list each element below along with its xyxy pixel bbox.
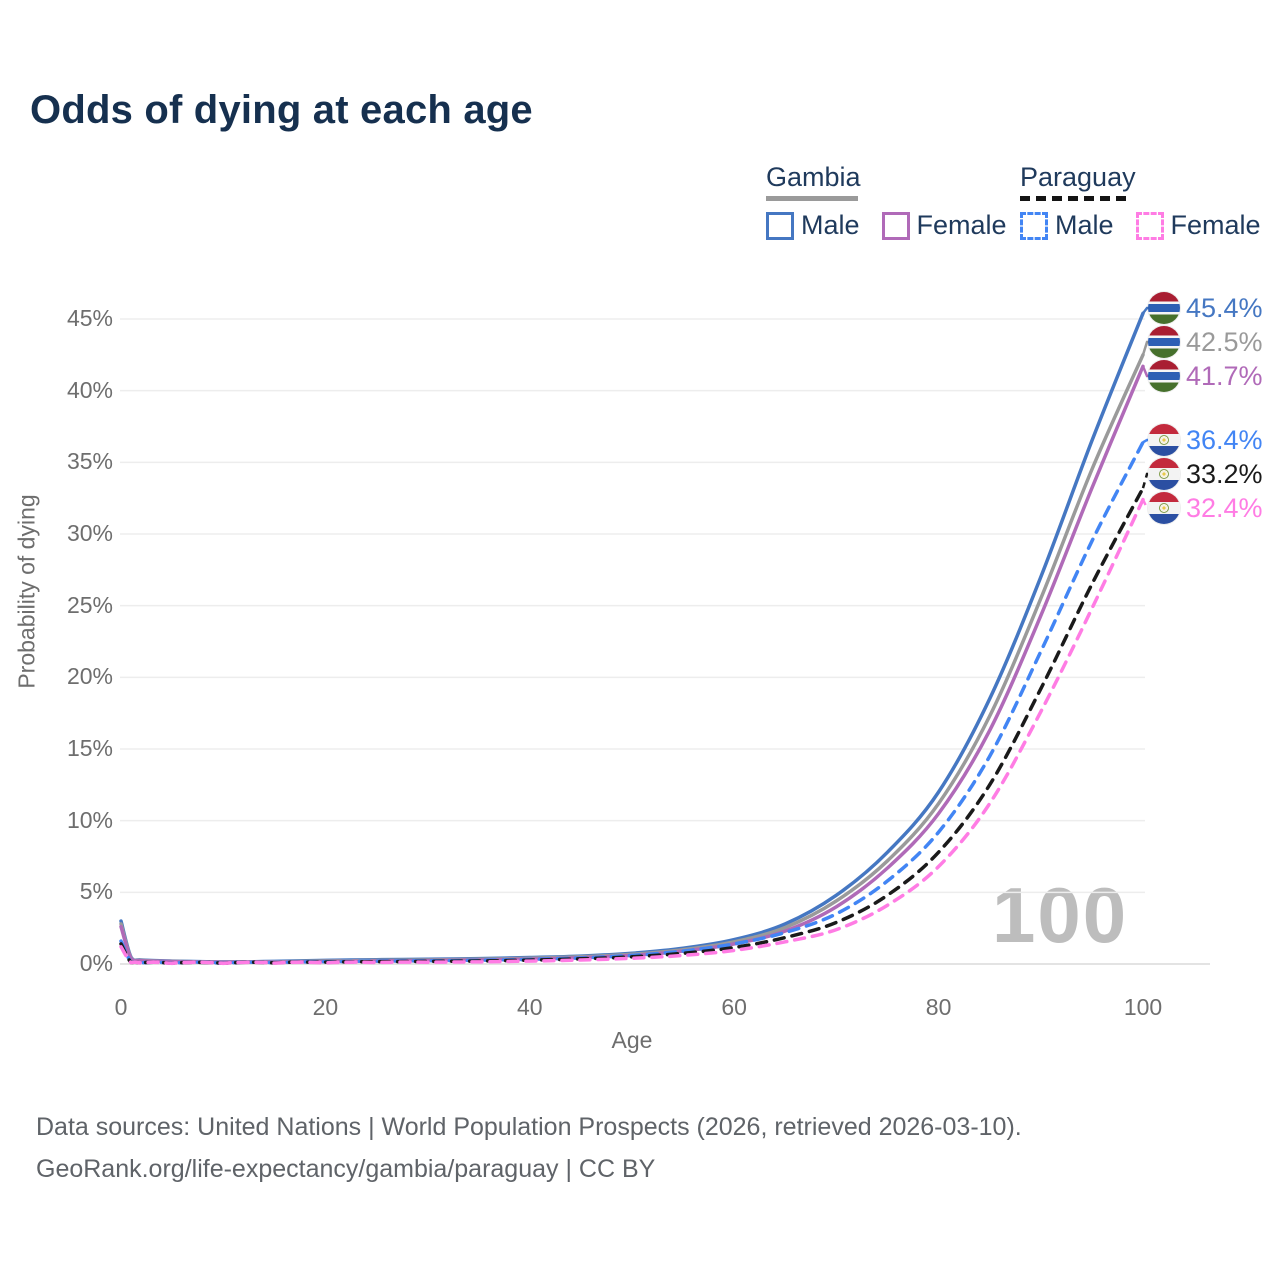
end-label-paraguay-female: 32.4%	[1148, 491, 1263, 525]
gambia-female-swatch-icon	[881, 211, 910, 240]
paraguay-flag-icon	[1148, 458, 1180, 490]
end-label-connector	[1141, 472, 1152, 489]
x-tick-label: 100	[1123, 994, 1163, 1020]
x-tick-label: 40	[517, 994, 543, 1020]
paraguay-flag-icon	[1148, 492, 1180, 524]
series-line-gambia-female	[119, 364, 1145, 965]
paraguay-flag-icon	[1148, 424, 1180, 456]
paraguay-male-swatch-icon	[1020, 211, 1048, 240]
y-tick-label: 45%	[66, 305, 113, 331]
end-label-value: 45.4%	[1186, 292, 1263, 323]
gambia-flag-icon	[1148, 326, 1180, 358]
age-watermark: 100	[992, 871, 1129, 959]
legend-group-gambia: Gambia Male Female	[766, 162, 1029, 241]
end-label-value: 32.4%	[1186, 492, 1263, 523]
attribution-text: GeoRank.org/life-expectancy/gambia/parag…	[36, 1155, 656, 1183]
data-sources-text: Data sources: United Nations | World Pop…	[36, 1113, 1022, 1141]
legend-item-paraguay-female: Female	[1135, 210, 1261, 241]
y-tick-label: 25%	[66, 591, 113, 618]
page-title: Odds of dying at each age	[30, 88, 533, 132]
end-label-gambia-male: 45.4%	[1148, 291, 1263, 325]
legend-item-label: Male	[1055, 210, 1114, 240]
end-label-value: 42.5%	[1186, 326, 1263, 357]
y-tick-label: 35%	[66, 448, 113, 475]
paraguay-line-sample-icon	[1020, 196, 1126, 201]
y-tick-label: 5%	[79, 878, 113, 905]
legend-group-title-paraguay: Paraguay	[1020, 162, 1136, 192]
end-label-gambia-female: 41.7%	[1148, 359, 1263, 393]
y-tick-label: 30%	[66, 520, 113, 546]
end-label-gambia-both: 42.5%	[1148, 325, 1263, 359]
x-tick-label: 60	[721, 994, 747, 1020]
y-tick-label: 15%	[66, 735, 113, 761]
y-tick-label: 20%	[66, 663, 113, 690]
legend-item-label: Male	[801, 210, 860, 240]
gambia-line-sample-icon	[766, 196, 858, 201]
legend-item-paraguay-male: Male	[1020, 210, 1114, 241]
x-tick-label: 80	[925, 994, 952, 1020]
legend-item-gambia-female: Female	[881, 210, 1007, 241]
gambia-male-swatch-icon	[766, 211, 794, 240]
series-line-gambia-male	[119, 311, 1145, 964]
legend-item-label: Female	[916, 210, 1007, 240]
series-line-paraguay-female	[119, 497, 1145, 966]
x-tick-label: 0	[114, 994, 128, 1020]
legend-group-paraguay: Paraguay Male Female	[1020, 162, 1280, 241]
y-tick-label: 10%	[66, 806, 113, 833]
legend-item-gambia-male: Male	[766, 210, 860, 241]
series-line-gambia-both-sexes	[119, 353, 1145, 964]
legend-item-label: Female	[1170, 210, 1261, 240]
end-label-paraguay-male: 36.4%	[1148, 423, 1263, 457]
gambia-flag-icon	[1148, 292, 1180, 324]
y-tick-label: 40%	[66, 376, 113, 403]
y-tick-label: 0%	[79, 950, 113, 976]
x-tick-label: 20	[312, 994, 339, 1020]
gambia-flag-icon	[1148, 360, 1180, 392]
end-label-value: 33.2%	[1186, 458, 1263, 489]
end-label-value: 41.7%	[1186, 360, 1263, 391]
footer: Data sources: United Nations | World Pop…	[36, 1106, 1022, 1190]
legend-group-title-gambia: Gambia	[766, 162, 861, 192]
end-label-value: 36.4%	[1186, 424, 1263, 455]
paraguay-female-swatch-icon	[1135, 211, 1164, 240]
end-label-paraguay-both: 33.2%	[1148, 457, 1263, 491]
x-axis-title: Age	[611, 1027, 653, 1053]
end-label-connector	[1142, 438, 1152, 444]
